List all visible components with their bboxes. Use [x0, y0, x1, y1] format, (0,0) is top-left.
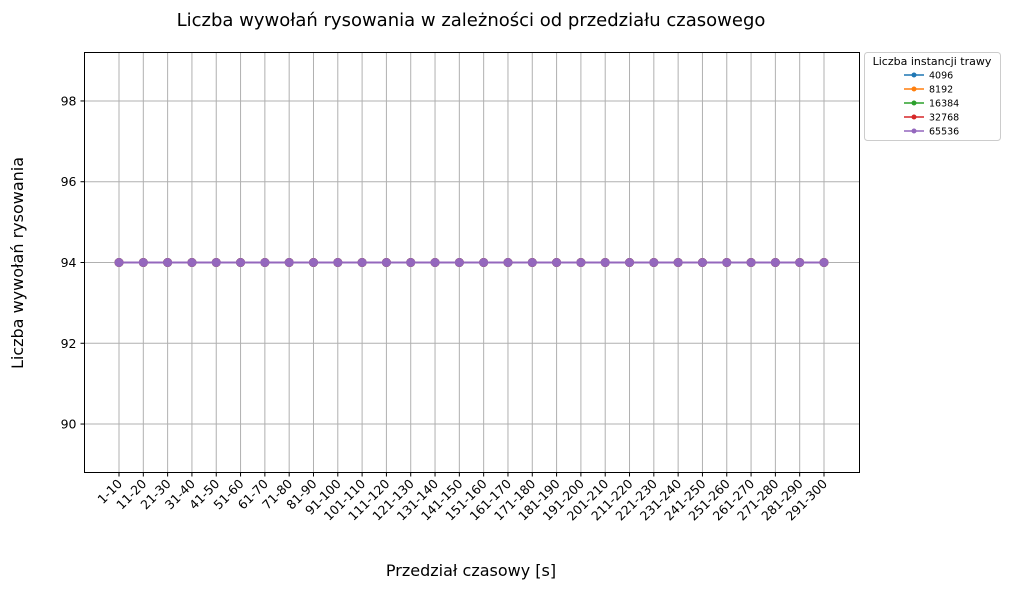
data-point	[649, 258, 659, 267]
x-axis: 1-1011-2021-3031-4041-5051-6061-7071-808…	[94, 472, 830, 524]
data-point	[795, 258, 805, 267]
data-point	[503, 258, 513, 267]
data-point	[479, 258, 489, 267]
data-point	[406, 258, 416, 267]
data-point	[770, 258, 780, 267]
x-axis-label: Przedział czasowy [s]	[386, 561, 556, 580]
data-point	[746, 258, 756, 267]
data-point	[260, 258, 270, 267]
legend-marker	[911, 100, 917, 106]
data-point	[163, 258, 173, 267]
chart-title: Liczba wywołań rysowania w zależności od…	[177, 10, 766, 31]
data-point	[236, 258, 246, 267]
legend-label: 16384	[929, 99, 959, 110]
data-point	[333, 258, 343, 267]
data-point	[576, 258, 586, 267]
y-tick-label: 90	[61, 417, 77, 432]
data-point	[600, 258, 610, 267]
legend-title: Liczba instancji trawy	[873, 55, 992, 68]
legend-label: 4096	[929, 71, 953, 82]
y-axis: 90 92 94 96 98	[61, 93, 85, 432]
legend-marker	[911, 86, 917, 92]
data-point	[552, 258, 562, 267]
data-point	[819, 258, 829, 267]
y-tick-label: 92	[61, 336, 77, 351]
legend-marker	[911, 114, 917, 120]
data-point	[114, 258, 124, 267]
data-point	[138, 258, 148, 267]
data-point	[381, 258, 391, 267]
data-point	[697, 258, 707, 267]
legend-marker	[911, 72, 917, 78]
data-point	[357, 258, 367, 267]
data-point	[308, 258, 318, 267]
y-tick-label: 98	[61, 93, 77, 108]
legend-label: 65536	[929, 127, 959, 138]
y-tick-label: 96	[61, 174, 77, 189]
data-point	[430, 258, 440, 267]
data-point	[722, 258, 732, 267]
data-point	[284, 258, 294, 267]
y-axis-label: Liczba wywołań rysowania	[8, 157, 27, 369]
series-group	[114, 258, 829, 267]
y-tick-label: 94	[61, 255, 77, 270]
legend-marker	[911, 128, 917, 134]
data-point	[187, 258, 197, 267]
legend-label: 8192	[929, 85, 953, 96]
data-point	[673, 258, 683, 267]
data-point	[527, 258, 537, 267]
legend-box	[864, 52, 1001, 141]
data-point	[454, 258, 464, 267]
legend-label: 32768	[929, 113, 959, 124]
data-point	[625, 258, 635, 267]
legend: Liczba instancji trawy 4096 8192 16384 3276…	[864, 52, 1001, 141]
data-point	[211, 258, 221, 267]
